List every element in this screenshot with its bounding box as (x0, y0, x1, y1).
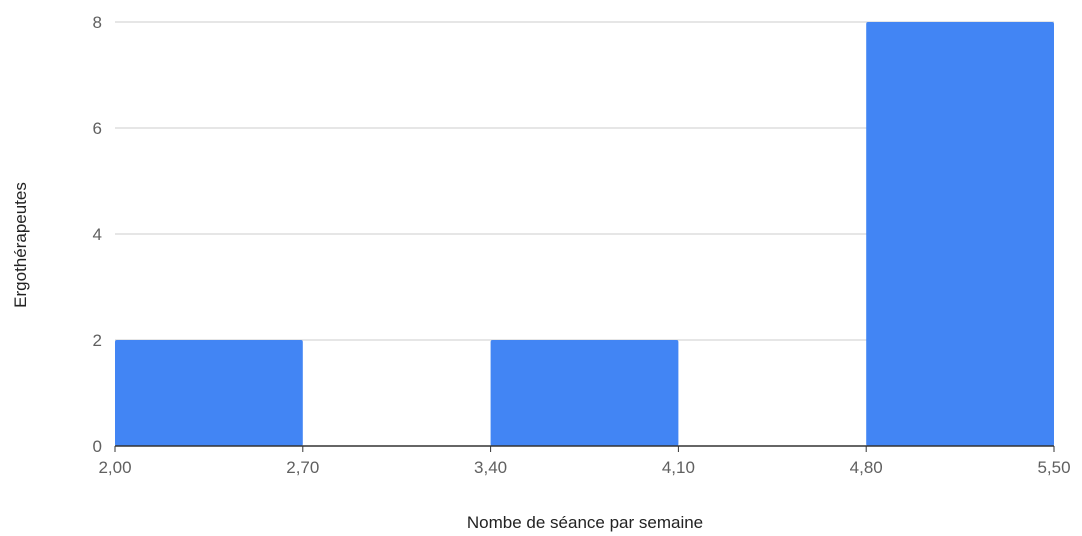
histogram-bar (490, 340, 679, 446)
y-tick-label: 6 (93, 119, 102, 138)
x-tick-label: 4,10 (662, 458, 695, 477)
bars (115, 22, 1054, 446)
x-axis-title: Nombe de séance par semaine (467, 513, 703, 532)
x-tick-label: 5,50 (1037, 458, 1070, 477)
y-tick-label: 2 (93, 331, 102, 350)
histogram-bar (866, 22, 1054, 446)
x-axis-ticks: 2,00 2,70 3,40 4,10 4,80 5,50 (98, 446, 1071, 477)
x-tick-label: 3,40 (474, 458, 507, 477)
y-tick-label: 0 (93, 437, 102, 456)
x-tick-label: 2,70 (286, 458, 319, 477)
x-tick-label: 4,80 (850, 458, 883, 477)
histogram-bar (115, 340, 303, 446)
y-tick-label: 8 (93, 13, 102, 32)
y-tick-label: 4 (93, 225, 102, 244)
x-tick-label: 2,00 (98, 458, 131, 477)
y-axis-title: Ergothérapeutes (11, 182, 30, 308)
y-axis-ticks: 0 2 4 6 8 (93, 13, 102, 456)
